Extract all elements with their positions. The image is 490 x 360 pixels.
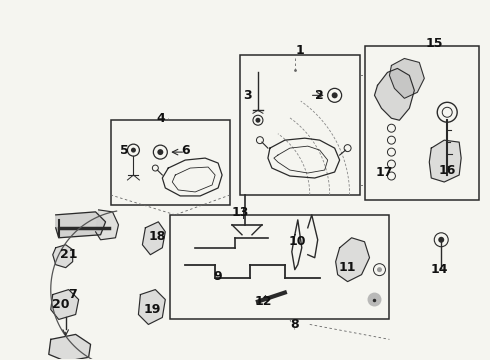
Polygon shape [336, 238, 369, 282]
Text: 4: 4 [156, 112, 165, 125]
Circle shape [157, 149, 163, 155]
Text: 14: 14 [431, 263, 448, 276]
Polygon shape [56, 212, 105, 238]
Polygon shape [390, 58, 424, 98]
Text: 9: 9 [214, 270, 222, 283]
Text: 10: 10 [289, 235, 307, 248]
Text: 15: 15 [425, 37, 443, 50]
Text: 12: 12 [254, 295, 271, 308]
Circle shape [438, 237, 444, 243]
Bar [240, 55, 360, 195]
Bar [365, 45, 479, 200]
Text: 18: 18 [148, 230, 166, 243]
Circle shape [368, 293, 382, 306]
Polygon shape [374, 68, 415, 120]
Polygon shape [53, 245, 73, 268]
Text: 3: 3 [244, 89, 252, 102]
Text: 19: 19 [144, 303, 161, 316]
Text: 16: 16 [439, 163, 456, 176]
Text: 6: 6 [181, 144, 190, 157]
Text: 7: 7 [68, 288, 77, 301]
Polygon shape [51, 289, 78, 319]
Bar [111, 120, 230, 205]
Circle shape [377, 267, 382, 272]
Bar [171, 215, 390, 319]
Text: 21: 21 [60, 248, 77, 261]
Circle shape [255, 118, 261, 123]
Text: 11: 11 [339, 261, 356, 274]
Text: 20: 20 [52, 298, 70, 311]
Circle shape [332, 92, 338, 98]
Text: 8: 8 [291, 318, 299, 331]
Polygon shape [143, 222, 165, 255]
Text: 13: 13 [231, 206, 249, 219]
Circle shape [131, 148, 136, 153]
Text: 1: 1 [295, 44, 304, 57]
Polygon shape [49, 334, 91, 360]
Text: 17: 17 [376, 166, 393, 179]
Polygon shape [429, 140, 461, 182]
Text: 2: 2 [316, 89, 324, 102]
Polygon shape [138, 289, 165, 324]
Text: 5: 5 [120, 144, 129, 157]
Polygon shape [96, 210, 119, 240]
